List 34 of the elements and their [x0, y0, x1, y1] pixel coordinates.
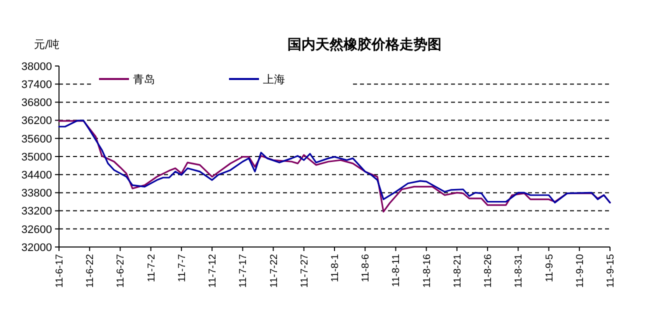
y-tick-label: 38000 [21, 60, 52, 73]
x-tick-label: 11-7-17 [238, 254, 250, 288]
x-tick-label: 11-7-2 [146, 254, 158, 282]
legend-label: 上海 [263, 72, 285, 86]
x-tick-label: 11-6-27 [116, 254, 127, 288]
x-tick-label: 11-7-22 [268, 254, 280, 288]
x-tick-label: 11-8-31 [514, 254, 525, 288]
x-tick-label: 11-8-16 [422, 254, 433, 288]
x-tick-label: 11-8-1 [330, 254, 341, 282]
x-tick-label: 11-8-11 [391, 254, 402, 287]
x-tick-label: 11-7-27 [299, 254, 310, 288]
y-tick-label: 32600 [21, 224, 52, 236]
x-tick-label: 11-7-7 [176, 254, 188, 282]
y-tick-label: 35600 [21, 133, 52, 146]
x-tick-label: 11-8-6 [360, 254, 372, 282]
legend-label: 青岛 [133, 72, 155, 86]
chart-title: 国内天然橡胶价格走势图 [288, 36, 442, 53]
y-axis-title: 元/吨 [34, 38, 60, 51]
y-tick-label: 36200 [21, 115, 52, 128]
y-tick-label: 33800 [21, 188, 52, 200]
x-tick-label: 11-9-5 [544, 254, 556, 282]
x-tick-label: 11-9-10 [574, 254, 586, 288]
y-tick-label: 33200 [21, 206, 52, 218]
x-tick-label: 11-9-15 [606, 254, 616, 288]
x-tick-label: 11-6-17 [54, 254, 66, 288]
x-tick-label: 11-6-22 [85, 254, 96, 288]
x-tick-label: 11-8-26 [483, 254, 494, 288]
x-tick-label: 11-7-12 [208, 254, 219, 288]
y-tick-label: 32000 [21, 242, 52, 254]
y-tick-label: 35000 [21, 151, 52, 164]
y-tick-label: 34400 [21, 169, 52, 182]
x-tick-label: 11-8-21 [452, 254, 464, 288]
y-tick-label: 36800 [21, 97, 52, 110]
y-tick-label: 37400 [21, 78, 52, 91]
